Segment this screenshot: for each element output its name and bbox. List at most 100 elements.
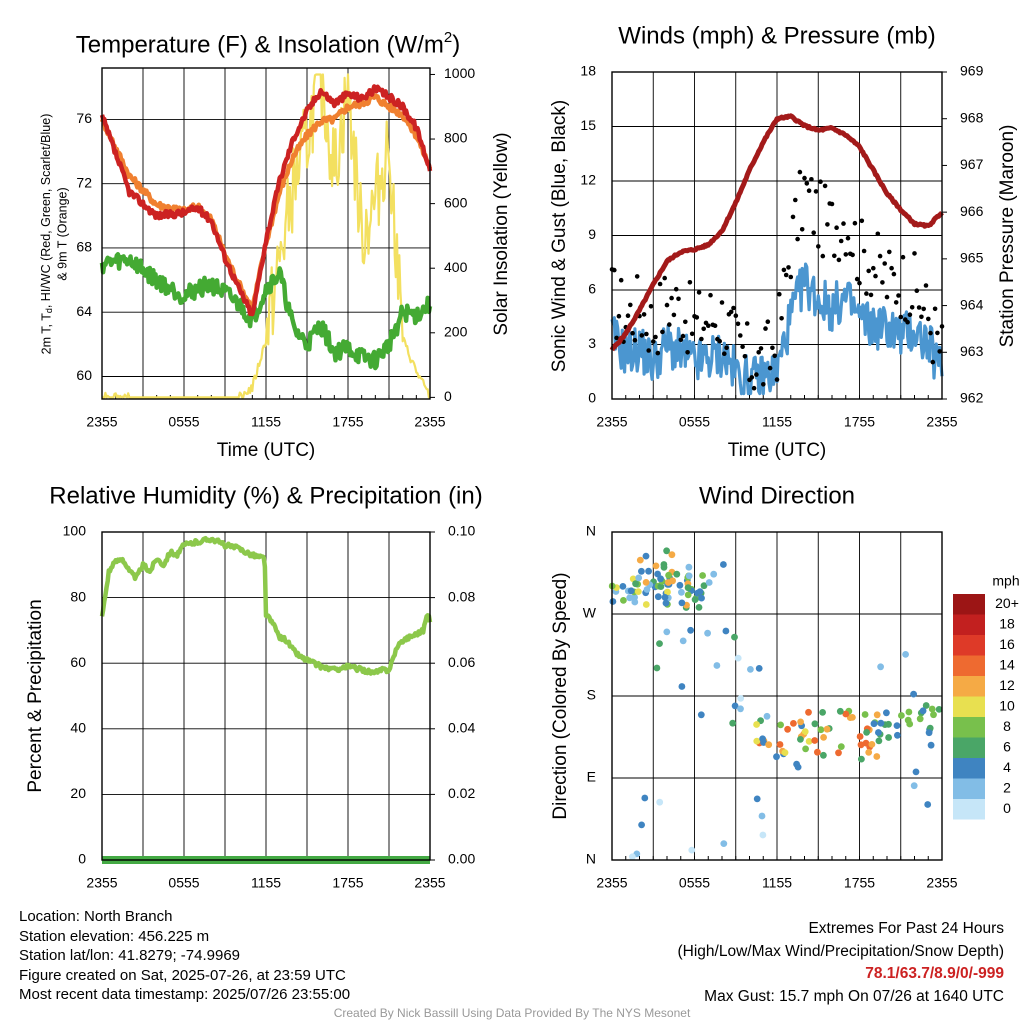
direction-point xyxy=(631,598,639,606)
gust-point xyxy=(655,350,661,356)
gust-point xyxy=(850,252,855,258)
direction-point xyxy=(819,709,826,716)
direction-point xyxy=(620,597,627,604)
gust-point xyxy=(868,292,874,298)
direction-point xyxy=(664,588,671,596)
x-tick-label: 1755 xyxy=(332,875,363,891)
x-tick-label: 0555 xyxy=(168,414,199,430)
gust-point xyxy=(706,323,711,329)
gust-point xyxy=(738,333,743,338)
direction-point xyxy=(875,737,883,745)
legend-swatch xyxy=(953,799,985,820)
direction-point xyxy=(685,563,693,571)
y2-tick-label: 0.02 xyxy=(448,785,475,801)
gust-point xyxy=(724,345,729,351)
direction-point xyxy=(883,709,890,717)
direction-point xyxy=(835,749,842,757)
x-tick-label: 0555 xyxy=(168,875,199,891)
extremes-fields: (High/Low/Max Wind/Precipitation/Snow De… xyxy=(677,942,1005,960)
direction-point xyxy=(663,547,670,555)
direction-point xyxy=(731,702,739,710)
gust-point xyxy=(673,286,679,292)
direction-point xyxy=(823,725,831,733)
gust-point xyxy=(802,175,807,181)
direction-point xyxy=(676,581,684,589)
gust-point xyxy=(719,300,725,305)
direction-point xyxy=(805,708,812,716)
legend-label: 20+ xyxy=(995,595,1019,611)
gust-point xyxy=(728,309,734,315)
gust-point xyxy=(767,365,773,371)
legend-swatch xyxy=(953,737,985,758)
gust-point xyxy=(783,272,789,278)
y-axis-label: Percent & Precipitation xyxy=(25,599,46,792)
direction-point xyxy=(619,583,627,590)
gust-point xyxy=(712,323,718,329)
chart-panel-1: 2355 0555 1155 1755 2355 60 64 68 72 76 0 200 400 600… xyxy=(39,29,512,461)
gust-point xyxy=(834,225,839,230)
direction-point xyxy=(632,580,639,588)
gust-point xyxy=(829,201,835,207)
direction-point xyxy=(763,712,771,720)
gust-point xyxy=(772,353,777,359)
gust-point xyxy=(854,276,860,282)
gust-point xyxy=(907,312,913,318)
direction-point xyxy=(784,725,791,733)
direction-point xyxy=(729,719,737,727)
direction-point xyxy=(634,588,642,595)
direction-point xyxy=(700,582,708,590)
direction-point xyxy=(868,741,876,748)
direction-point xyxy=(814,748,821,756)
direction-point xyxy=(661,594,669,601)
gust-point xyxy=(722,351,727,357)
y-tick-label: 60 xyxy=(70,654,86,670)
gust-point xyxy=(804,181,810,186)
direction-point xyxy=(653,664,661,672)
direction-point xyxy=(696,588,704,595)
direction-point xyxy=(805,738,813,745)
direction-point xyxy=(801,728,809,736)
gust-point xyxy=(788,274,794,280)
direction-point xyxy=(865,749,873,756)
station-info: Location: North Branch Station elevation… xyxy=(19,907,350,1005)
gust-point xyxy=(926,316,931,322)
direction-point xyxy=(663,628,671,636)
x-tick-label: 2355 xyxy=(596,875,627,891)
legend-swatch xyxy=(953,758,985,779)
gust-point xyxy=(618,277,624,283)
gust-point xyxy=(843,252,849,257)
direction-point xyxy=(713,662,721,669)
gust-point xyxy=(749,375,755,380)
direction-point xyxy=(758,812,766,820)
gust-point xyxy=(648,304,654,309)
gust-point xyxy=(708,292,713,298)
legend-swatch xyxy=(953,676,985,697)
direction-point xyxy=(776,741,784,748)
y-tick-label: E xyxy=(587,769,596,785)
direction-point xyxy=(919,707,927,715)
direction-point xyxy=(894,731,901,739)
gust-point xyxy=(809,177,814,182)
gust-point xyxy=(641,312,647,317)
direction-point xyxy=(858,755,865,763)
direction-point xyxy=(687,626,694,634)
y2-tick-label: 0.08 xyxy=(448,588,475,604)
direction-point xyxy=(863,729,870,736)
gust-point xyxy=(877,253,883,259)
gust-point xyxy=(657,281,663,287)
direction-point xyxy=(753,721,760,728)
gust-point xyxy=(914,288,920,294)
direction-point xyxy=(837,743,845,750)
x-tick-label: 2355 xyxy=(414,414,445,430)
gust-point xyxy=(761,382,766,387)
gust-point xyxy=(699,336,704,342)
legend-swatch xyxy=(953,655,985,676)
gust-point xyxy=(717,338,722,344)
direction-point xyxy=(856,733,864,740)
gust-point xyxy=(875,231,881,237)
direction-point xyxy=(684,584,692,592)
y-tick-label: 0 xyxy=(588,390,596,406)
direction-point xyxy=(656,798,664,806)
y2-tick-label: 200 xyxy=(444,324,468,340)
direction-point xyxy=(811,720,819,728)
